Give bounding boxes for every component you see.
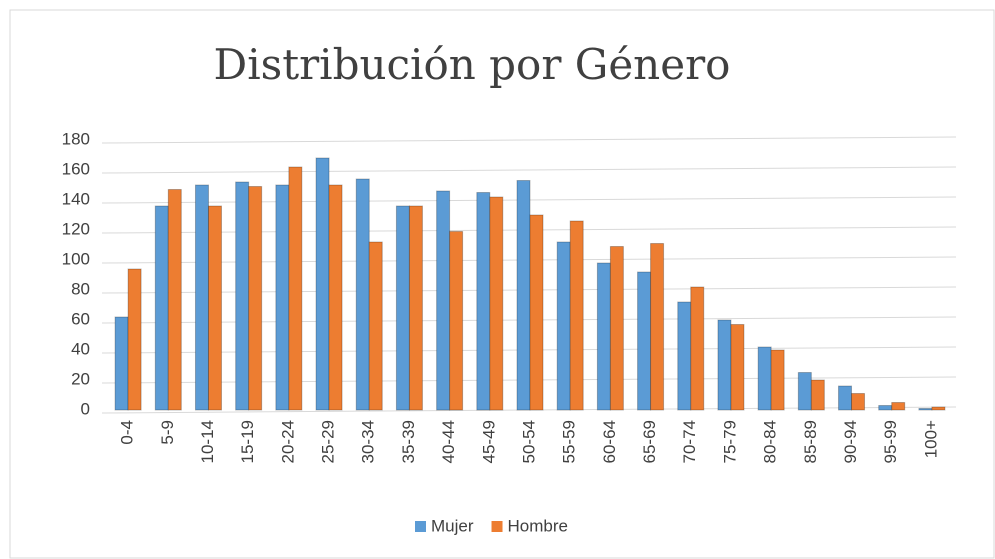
x-tick-label: 50-54 [519,420,538,463]
x-tick-label: 85-89 [801,420,820,463]
legend-label: Hombre [508,516,568,535]
bar [690,286,705,411]
bar [609,246,624,411]
legend-swatch [491,521,503,532]
y-tick-label: 0 [81,399,90,418]
legend-swatch [415,521,426,532]
bar [677,301,692,411]
y-tick-label: 100 [62,249,90,268]
bar [650,243,665,411]
bar [596,262,611,411]
bar [368,241,383,411]
bar [355,178,370,411]
x-tick-label: 60-64 [600,420,619,463]
bar [717,319,732,411]
bar [315,157,330,411]
x-tick-label: 70-74 [680,420,699,463]
x-tick-label: 45-49 [479,420,498,463]
y-tick-label: 160 [62,159,90,178]
x-tick-label: 65-69 [640,420,659,463]
x-tick-label: 25-29 [319,420,338,463]
grid-line [101,136,957,144]
x-tick-label: 55-59 [560,420,579,463]
bar [449,231,464,411]
bar [891,402,906,411]
chart-title: Distribución por Género [214,40,731,89]
x-tick-label: 80-84 [761,420,780,463]
bar [489,196,504,411]
x-tick-label: 15-19 [238,420,257,463]
x-tick-label: 5-9 [158,420,177,445]
bar [556,241,571,411]
bar [637,271,652,411]
x-tick-label: 75-79 [720,420,739,463]
bar [395,205,410,411]
bar [207,205,222,411]
x-tick-label: 35-39 [399,420,418,463]
x-tick-label: 95-99 [881,420,900,463]
bar [757,346,772,411]
y-tick-label: 140 [62,189,90,208]
y-tick-label: 20 [71,369,90,388]
bar [194,184,209,411]
bar [569,220,584,411]
bar [810,379,825,411]
bar [851,393,866,411]
y-tick-label: 120 [62,219,90,238]
x-tick-label: 0-4 [118,420,137,445]
bar [114,316,129,411]
bar [730,324,745,411]
y-tick-label: 40 [71,339,90,358]
bar [328,184,343,411]
bar [436,190,451,411]
legend-label: Mujer [431,516,474,535]
x-tick-label: 90-94 [841,420,860,463]
bar [931,406,946,411]
y-tick-label: 180 [62,129,90,148]
bar [248,186,263,411]
bar [408,205,423,411]
x-tick-label: 10-14 [198,420,217,463]
grid-line [101,166,957,174]
bar [235,181,250,411]
y-tick-label: 60 [71,309,90,328]
bar [275,184,290,411]
bar [529,214,544,411]
bar [878,405,893,411]
y-tick-label: 80 [71,279,90,298]
bar [516,180,531,411]
x-tick-label: 20-24 [278,420,297,463]
bar [476,192,491,411]
x-tick-label: 40-44 [439,420,458,463]
x-tick-label: 100+ [921,420,940,458]
bar [797,372,812,411]
bar [167,189,182,411]
bar [838,385,853,411]
bar [154,205,169,411]
bar [770,349,785,411]
bar [918,408,933,411]
bar [288,166,303,411]
bar [127,268,142,411]
x-tick-label: 30-34 [359,420,378,463]
